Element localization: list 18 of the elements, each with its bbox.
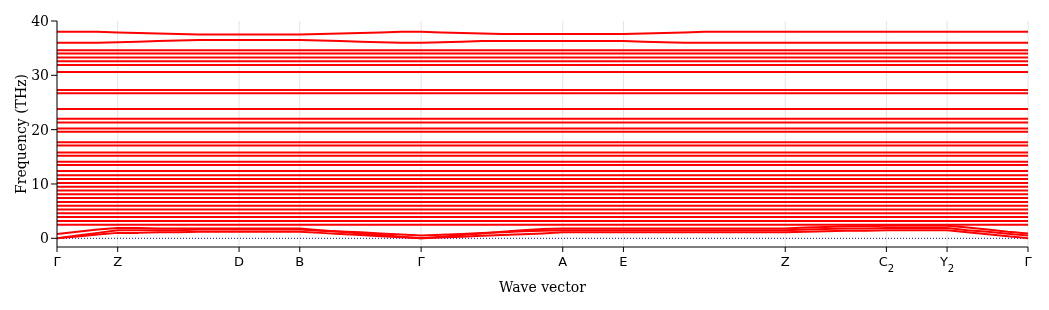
x-tick-label: B bbox=[295, 254, 305, 269]
y-tick-label: 0 bbox=[40, 230, 49, 247]
x-tick-label: Z bbox=[113, 254, 123, 269]
x-tick-label: E bbox=[619, 254, 628, 269]
x-tick-label: Γ bbox=[53, 254, 62, 269]
y-tick-label: 20 bbox=[31, 121, 49, 138]
x-tick-label: C$_{2}$ bbox=[878, 254, 895, 274]
x-tick-label: D bbox=[234, 254, 245, 269]
y-tick-label: 40 bbox=[31, 12, 49, 29]
x-axis-title: Wave vector bbox=[499, 279, 587, 295]
y-tick-label: 30 bbox=[31, 67, 49, 84]
x-tick-label: Γ bbox=[1024, 254, 1033, 269]
x-tick-label: A bbox=[558, 254, 568, 269]
x-tick-label: Γ bbox=[417, 254, 426, 269]
y-axis-title: Frequency (THz) bbox=[13, 73, 29, 195]
y-tick-label: 10 bbox=[31, 175, 49, 192]
x-tick-label: Y$_{2}$ bbox=[938, 254, 955, 274]
x-tick-label: Z bbox=[780, 254, 790, 269]
